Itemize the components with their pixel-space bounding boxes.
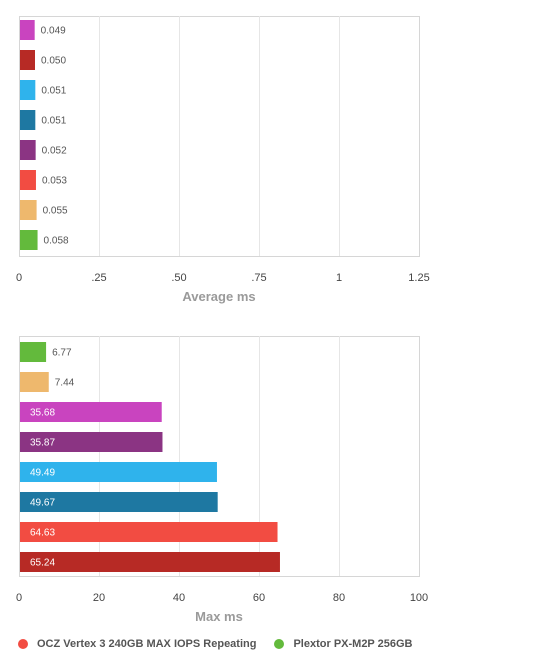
bar-value-label: 0.049 [41,26,66,37]
x-axis-title: Average ms [182,289,255,304]
x-tick-label: 0 [16,272,22,284]
x-tick-label: 20 [93,592,105,604]
legend: OCZ Vertex 3 240GB MAX IOPS Repeating Pl… [18,638,412,650]
bar [20,230,38,250]
bar-value-label: 0.051 [41,86,66,97]
average-ms-chart: 0 .25 .50 .75 1 1.25 Average ms 0.049 0.050 0.051… [16,16,430,304]
bar [20,20,35,40]
bar [20,462,217,482]
bar-value-label: 49.67 [30,498,55,509]
bar [20,110,36,130]
x-tick-label: 40 [173,592,185,604]
bar-value-label: 6.77 [52,348,72,359]
bar-value-label: 0.050 [41,56,66,67]
max-ms-chart: 0 20 40 60 80 100 Max ms 6.77 7.44 35.68 35.87 49.4… [16,336,428,624]
x-tick-label: 80 [333,592,345,604]
legend-item-ocz[interactable]: OCZ Vertex 3 240GB MAX IOPS Repeating [18,638,256,650]
bar [20,200,37,220]
x-tick-label: 60 [253,592,265,604]
bar [20,342,47,362]
x-tick-label: .75 [251,272,266,284]
bar-value-label: 0.055 [43,206,68,217]
bar-value-label: 0.053 [42,176,67,187]
legend-label: OCZ Vertex 3 240GB MAX IOPS Repeating [37,638,257,650]
bar [20,372,49,392]
x-tick-label: .50 [171,272,186,284]
bar [20,140,36,160]
bar [20,50,35,70]
bar-value-label: 7.44 [55,378,75,389]
bar-value-label: 35.87 [30,438,55,449]
bar-value-label: 49.49 [30,468,55,479]
x-tick-label: 0 [16,592,22,604]
x-tick-label: 100 [410,592,428,604]
x-tick-label: .25 [91,272,106,284]
bar-value-label: 0.058 [44,236,69,247]
plot-frame [19,336,420,577]
legend-dot-icon [18,639,28,649]
bar [20,492,218,512]
bar [20,170,36,190]
bar [20,402,162,422]
x-tick-label: 1.25 [408,272,429,284]
legend-label: Plextor PX-M2P 256GB [293,638,413,650]
x-tick-label: 1 [336,272,342,284]
bar-value-label: 35.68 [30,408,55,419]
bar-value-label: 0.051 [41,116,66,127]
bar-value-label: 0.052 [42,146,67,157]
legend-item-plextor[interactable]: Plextor PX-M2P 256GB [274,638,412,650]
plot-frame [19,16,420,257]
bar [20,432,163,452]
bar-value-label: 64.63 [30,528,55,539]
legend-dot-icon [274,639,285,649]
x-axis-title: Max ms [195,609,243,624]
bar [20,522,278,542]
bar [20,80,36,100]
bar-value-label: 65.24 [30,558,55,569]
bar [20,552,280,572]
